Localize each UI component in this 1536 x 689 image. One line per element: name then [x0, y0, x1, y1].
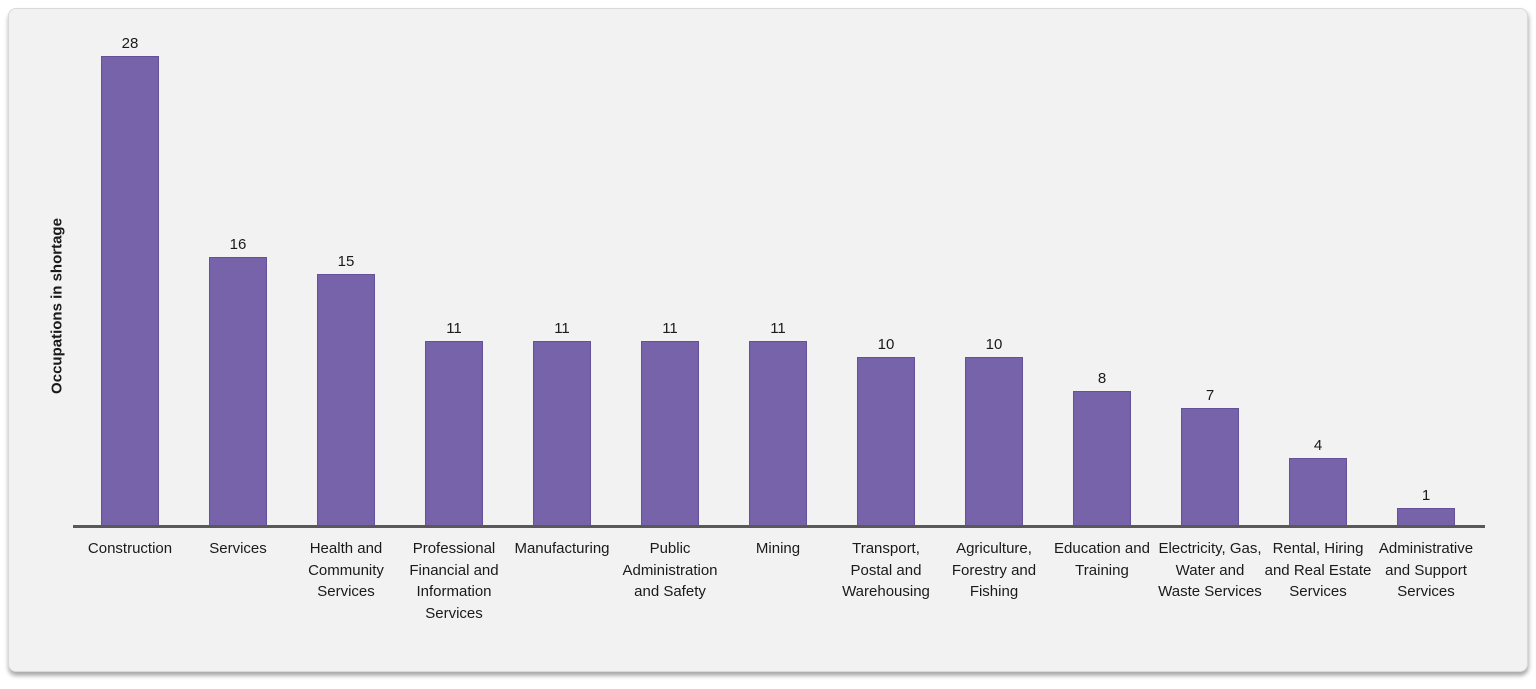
bar-value-label: 28: [121, 35, 139, 52]
bar: [857, 357, 915, 525]
bar: [209, 257, 267, 525]
bar: [1181, 408, 1239, 525]
bar: [641, 341, 699, 525]
y-axis-label: Occupations in shortage: [48, 218, 66, 394]
bar: [1397, 508, 1455, 525]
chart-card: Occupations in shortage 28 16 15 11 11 11 11 10…: [8, 8, 1528, 672]
category-label: Manufacturing: [514, 540, 610, 557]
category-label: Mining: [755, 540, 801, 557]
bar: [101, 56, 159, 525]
category-label: Electricity, Gas, Water and Waste Servic…: [1158, 540, 1262, 600]
category-column: 4: [1264, 9, 1372, 525]
bar-value-label: 8: [1097, 370, 1107, 387]
bar-value-label: 11: [770, 320, 786, 337]
x-axis-line: [73, 525, 1485, 528]
category-column: 11: [400, 9, 508, 525]
category-column: 8: [1048, 9, 1156, 525]
category-column: 15: [292, 9, 400, 525]
category-label: Education and Training: [1054, 540, 1150, 579]
plot-area: 28 16 15 11 11 11 11 10 10 8 7 4 1: [73, 9, 1485, 528]
bar: [533, 341, 591, 525]
bar-value-label: 10: [985, 336, 1003, 353]
category-column: 10: [940, 9, 1048, 525]
category-column: 10: [832, 9, 940, 525]
category-label: Agriculture, Forestry and Fishing: [951, 540, 1037, 600]
category-label-row: Construction Services Health and Community…: [76, 538, 1480, 624]
category-label: Rental, Hiring and Real Estate Services: [1264, 540, 1372, 600]
bar-value-label: 11: [446, 320, 462, 337]
bar-columns: 28 16 15 11 11 11 11 10 10 8 7 4 1: [76, 9, 1480, 525]
bar-value-label: 1: [1421, 487, 1431, 504]
category-label: Health and Community Services: [308, 540, 384, 600]
bar-value-label: 7: [1205, 387, 1215, 404]
category-label: Transport, Postal and Warehousing: [842, 540, 930, 600]
category-label: Public Administration and Safety: [622, 540, 718, 600]
bar-value-label: 16: [229, 236, 247, 253]
bar-value-label: 11: [554, 320, 570, 337]
category-label: Professional Financial and Information S…: [409, 540, 499, 622]
category-column: 11: [724, 9, 832, 525]
category-column: 1: [1372, 9, 1480, 525]
category-column: 7: [1156, 9, 1264, 525]
bar: [965, 357, 1023, 525]
category-label: Construction: [87, 540, 173, 557]
bar-value-label: 15: [337, 253, 355, 270]
bar: [749, 341, 807, 525]
category-column: 16: [184, 9, 292, 525]
category-label: Services: [209, 540, 267, 557]
bar-value-label: 4: [1313, 437, 1323, 454]
bar: [1289, 458, 1347, 525]
bar: [317, 274, 375, 525]
bar: [425, 341, 483, 525]
category-column: 11: [616, 9, 724, 525]
bar-value-label: 10: [877, 336, 895, 353]
category-label: Administrative and Support Services: [1378, 540, 1474, 600]
category-column: 28: [76, 9, 184, 525]
bar: [1073, 391, 1131, 525]
bar-value-label: 11: [662, 320, 678, 337]
category-column: 11: [508, 9, 616, 525]
